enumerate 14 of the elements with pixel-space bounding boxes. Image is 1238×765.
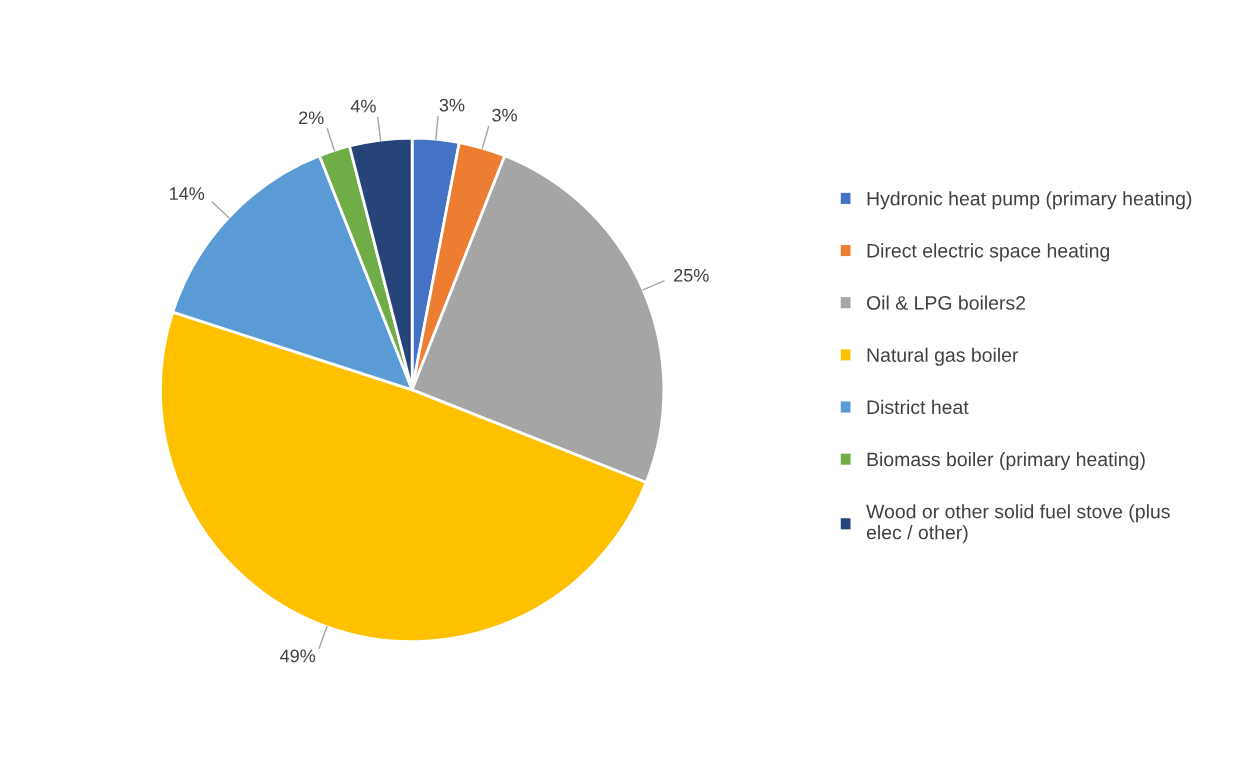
data-label: 49%	[280, 649, 316, 663]
legend-label: Natural gas boiler	[867, 347, 1019, 366]
legend-label: Direct electric space heating	[867, 243, 1110, 262]
legend-label: Hydronic heat pump (primary heating)	[867, 191, 1192, 210]
legend-label: Oil & LPG boilers2	[866, 295, 1026, 310]
legend-label: District heat	[867, 399, 969, 415]
data-label: 3%	[439, 98, 465, 112]
data-label: 3%	[492, 108, 517, 122]
data-label: 14%	[170, 187, 205, 200]
legend-label: Biomass boiler (primary heating)	[867, 451, 1145, 471]
legend-label: Wood or other solid fuel stove (plus elec / other)	[866, 504, 1170, 544]
data-label: 25%	[674, 268, 709, 282]
data-label: 4%	[350, 99, 376, 113]
data-label: 2%	[299, 111, 324, 125]
